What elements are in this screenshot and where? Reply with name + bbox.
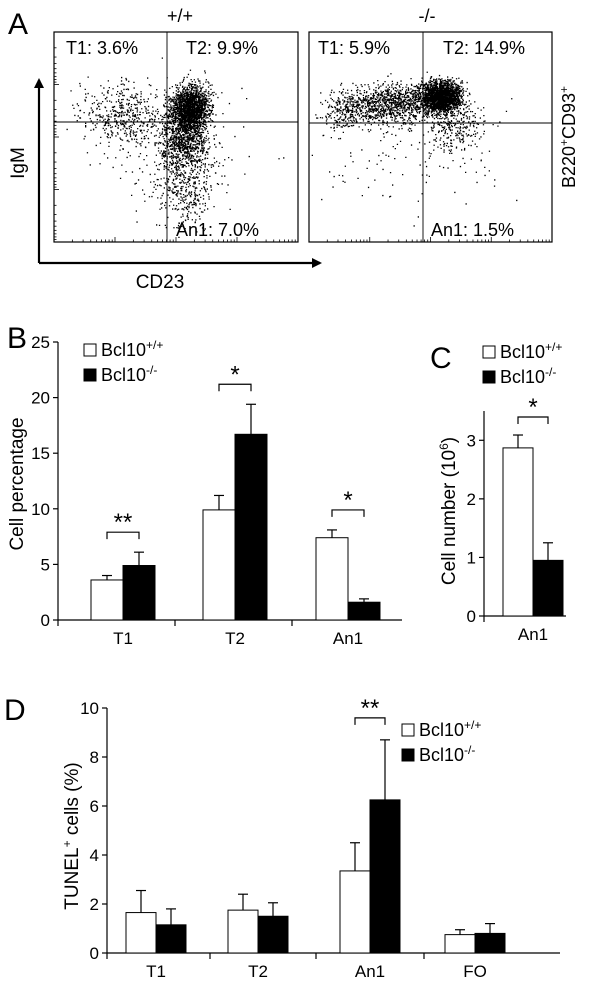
- bar: [155, 924, 187, 954]
- legend-label: Bcl10-/-: [500, 365, 556, 387]
- x-tick-label: T2: [225, 629, 245, 648]
- flow-dots-wt: [66, 57, 285, 238]
- y-tick-label: 0: [90, 944, 99, 963]
- gate-label-wt-t1: T1: 3.6%: [66, 38, 138, 58]
- y-tick-label: 25: [31, 333, 50, 352]
- bar: [474, 932, 506, 954]
- x-tick-label: An1: [518, 625, 548, 644]
- legend-swatch: [401, 748, 415, 762]
- gate-label-ko-t1: T1: 5.9%: [318, 38, 390, 58]
- panel-c-chart: 0 1 2 3 An1 * Bcl10+/+ Bcl10-/-: [467, 340, 566, 644]
- y-tick-label: 15: [31, 444, 50, 463]
- panel-a: A +/+ -/- IgM CD23 T1: 3.6% T2: 9.9% An1…: [8, 6, 579, 293]
- gate-label-ko-t2: T2: 14.9%: [443, 38, 525, 58]
- panel-c-letter: C: [430, 342, 452, 375]
- y-tick-label: 0: [467, 607, 476, 626]
- y-tick-label: 20: [31, 389, 50, 408]
- bar: [227, 909, 259, 954]
- bar: [369, 799, 401, 954]
- legend-swatch: [482, 345, 496, 359]
- igm-axis-label: IgM: [8, 147, 29, 179]
- y-tick-label: 2: [467, 490, 476, 509]
- flow-axis-ticks: [53, 31, 550, 242]
- significance-marker: *: [343, 487, 352, 514]
- gate-label-wt-t2: T2: 9.9%: [186, 38, 258, 58]
- y-tick-label: 3: [467, 431, 476, 450]
- panel-d-letter: D: [4, 694, 26, 727]
- y-tick-label: 8: [90, 748, 99, 767]
- x-tick-label: An1: [333, 629, 363, 648]
- panel-c-ylabel: Cell number (106): [437, 437, 460, 585]
- bar: [257, 915, 289, 954]
- significance-marker: *: [230, 361, 239, 388]
- x-tick-label: T2: [248, 962, 268, 981]
- bar: [315, 537, 349, 621]
- x-tick-label: FO: [463, 962, 487, 981]
- legend-label: Bcl10+/+: [101, 338, 163, 360]
- bar: [122, 565, 156, 621]
- y-tick-label: 4: [90, 846, 99, 865]
- panel-b: B Cell percentage 0 5 10 15 20 25 T1 ** T2 * An1 * B…: [7, 322, 402, 648]
- y-tick-label: 1: [467, 548, 476, 567]
- flow-event-dots: [311, 71, 518, 228]
- significance-bracket: [517, 416, 549, 425]
- significance-bracket: [218, 383, 252, 392]
- genotype-label-wt: +/+: [167, 6, 193, 26]
- gate-label-ko-an1: An1: 1.5%: [431, 220, 514, 240]
- panel-b-letter: B: [7, 322, 27, 355]
- legend-swatch: [83, 343, 97, 357]
- significance-marker: **: [114, 509, 133, 536]
- bar: [234, 433, 268, 621]
- bar: [502, 447, 534, 617]
- y-tick-label: 10: [80, 699, 99, 718]
- legend-swatch: [83, 368, 97, 382]
- legend-label: Bcl10+/+: [419, 718, 481, 740]
- significance-marker: **: [361, 695, 380, 722]
- panel-b-ylabel: Cell percentage: [7, 417, 28, 550]
- flow-dots-ko: [311, 71, 518, 228]
- bar: [532, 559, 564, 617]
- significance-marker: *: [528, 394, 537, 421]
- panel-d: D TUNEL+ cells (%) 0 2 4 6 8 10 T1 T2 An1 ** FO Bcl…: [4, 694, 560, 981]
- legend-label: Bcl10+/+: [500, 340, 562, 362]
- y-tick-label: 0: [41, 611, 50, 630]
- legend-swatch: [401, 723, 415, 737]
- gated-population-label: B220+CD93+: [557, 86, 579, 188]
- legend-label: Bcl10-/-: [419, 743, 475, 765]
- y-tick-label: 6: [90, 797, 99, 816]
- y-tick-label: 5: [41, 555, 50, 574]
- x-tick-label: T1: [146, 962, 166, 981]
- legend-swatch: [482, 370, 496, 384]
- cd23-axis-label: CD23: [136, 272, 185, 293]
- significance-bracket: [354, 717, 386, 725]
- panel-d-chart: 0 2 4 6 8 10 T1 T2 An1 ** FO Bcl10+/+ Bcl10-/-: [80, 695, 560, 981]
- bar: [347, 601, 381, 621]
- bar: [444, 934, 476, 954]
- bar: [202, 509, 236, 621]
- bar: [125, 912, 157, 954]
- x-tick-label: An1: [355, 962, 385, 981]
- significance-bracket: [331, 509, 365, 517]
- bar: [90, 579, 124, 621]
- x-tick-label: T1: [113, 629, 133, 648]
- y-tick-label: 2: [90, 895, 99, 914]
- panel-a-letter: A: [8, 8, 28, 41]
- panel-c: C Cell number (106) 0 1 2 3 An1 * Bcl10+/+ Bcl1…: [430, 340, 566, 644]
- y-tick-label: 10: [31, 500, 50, 519]
- panel-b-chart: 0 5 10 15 20 25 T1 ** T2 * An1 * Bcl10+/+ Bcl10-/-: [31, 333, 402, 648]
- flow-plot-ko-frame: [308, 31, 553, 243]
- genotype-label-ko: -/-: [419, 6, 436, 26]
- gate-label-wt-an1: An1: 7.0%: [176, 220, 259, 240]
- panel-d-ylabel: TUNEL+ cells (%): [60, 762, 83, 909]
- significance-bracket: [106, 531, 140, 540]
- legend-label: Bcl10-/-: [101, 363, 157, 385]
- flow-event-dots: [66, 57, 285, 238]
- bar: [339, 870, 371, 954]
